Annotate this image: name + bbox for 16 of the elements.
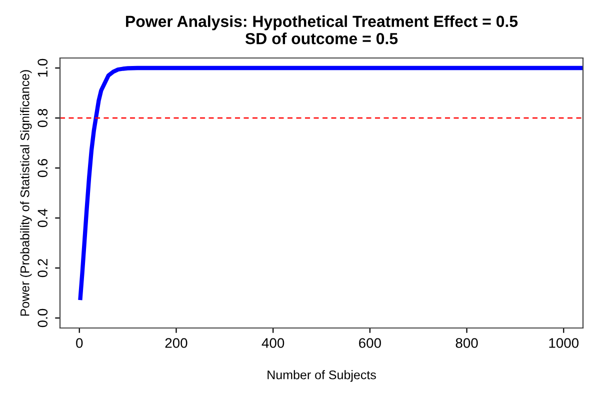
x-tick-label: 600 <box>359 338 381 348</box>
x-axis-title: Number of Subjects <box>268 370 376 382</box>
y-tick-label: 0.8 <box>38 108 48 128</box>
y-tick-label: 0.2 <box>38 259 48 278</box>
x-tick-label: 200 <box>165 338 188 348</box>
x-tick-label: 800 <box>456 338 478 348</box>
line-series <box>78 66 583 300</box>
y-tick-label: 0.6 <box>38 158 48 178</box>
y-tick-label: 0.0 <box>38 308 48 328</box>
x-tick-label: 400 <box>262 338 284 348</box>
y-axis-title: Power (Probability of Statistical Significance) <box>20 70 32 316</box>
x-tick-label: 0 <box>76 338 83 348</box>
x-tick-label: 1000 <box>549 338 579 348</box>
y-tick-label: 0.4 <box>38 208 48 228</box>
y-tick-label: 1.0 <box>38 58 48 77</box>
chart-title: Power Analysis: Hypothetical Treatment Effect = 0.5 SD of outcome = 0.5 <box>126 15 518 44</box>
